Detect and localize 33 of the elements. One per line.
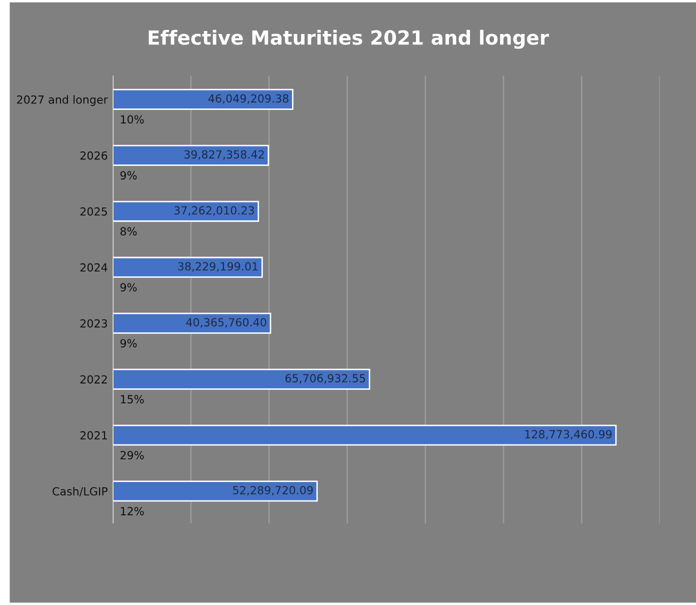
data-label: 37,262,010.23 — [174, 206, 254, 216]
y-tick-label: 2023 — [80, 319, 107, 328]
y-tick-label: 2025 — [80, 207, 107, 216]
annotation: 29% — [120, 450, 144, 460]
bar — [112, 144, 270, 166]
y-tick-label: 2024 — [80, 263, 108, 272]
annotation: 8% — [120, 227, 137, 236]
y-tick-label: 2022 — [80, 375, 107, 384]
annotation: 15% — [120, 395, 144, 404]
y-tick-label: 2027 and longer — [17, 95, 108, 106]
bar — [112, 480, 318, 502]
annotation: 9% — [120, 283, 137, 292]
y-tick-label: 2021 — [80, 431, 107, 440]
y-tick-label: 2026 — [80, 151, 108, 160]
bar — [112, 368, 370, 390]
data-label: 52,289,720.09 — [233, 486, 313, 496]
data-label: 40,365,760.40 — [186, 318, 266, 328]
annotation: 10% — [120, 115, 144, 124]
bar — [112, 312, 272, 334]
bar — [112, 256, 263, 278]
annotation: 12% — [120, 506, 144, 516]
data-label: 38,229,199.01 — [178, 262, 258, 272]
bar — [112, 424, 617, 446]
annotation: 9% — [120, 171, 137, 180]
data-label: 39,827,358.42 — [184, 150, 264, 160]
chart-title: Effective Maturities 2021 and longer — [148, 30, 549, 49]
data-label: 46,049,209.38 — [208, 94, 288, 104]
y-tick-label: Cash/LGIP — [52, 486, 108, 496]
data-label: 128,773,460.99 — [525, 430, 612, 440]
annotation: 9% — [120, 339, 137, 348]
bar — [112, 200, 260, 222]
bar — [112, 88, 294, 110]
data-label: 65,706,932.55 — [285, 374, 366, 384]
